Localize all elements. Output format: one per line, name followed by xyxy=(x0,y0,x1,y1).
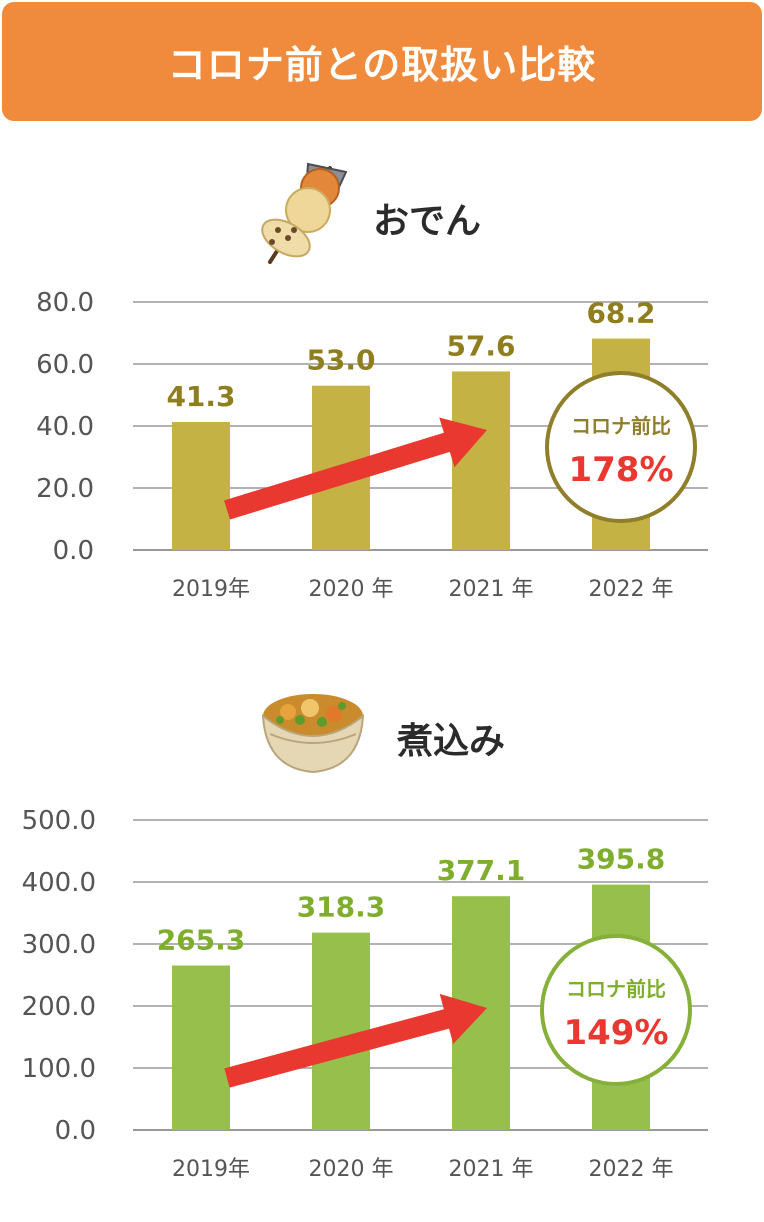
data-label: 57.6 xyxy=(446,329,515,362)
oden-skewer-icon xyxy=(250,158,360,268)
x-tick-label: 2019年 xyxy=(172,1157,250,1182)
x-tick-label: 2020 年 xyxy=(309,577,394,602)
data-label: 395.8 xyxy=(577,843,666,876)
comparison-badge: コロナ前比 178% xyxy=(545,371,697,523)
y-tick-label: 40.0 xyxy=(36,412,94,442)
badge-circle xyxy=(540,934,692,1086)
data-label: 68.2 xyxy=(586,297,655,330)
y-tick-label: 60.0 xyxy=(36,350,94,380)
oden-bar-chart: 0.0 20.0 40.0 60.0 80.0 41.3 2019年 53.0 2020 年 57… xyxy=(36,288,708,602)
nikomi-bowl-icon xyxy=(258,686,368,778)
x-tick-label: 2021 年 xyxy=(449,577,534,602)
x-tick-label: 2019年 xyxy=(172,577,250,602)
x-tick-label: 2022 年 xyxy=(589,1157,674,1182)
y-tick-label: 0.0 xyxy=(53,536,94,566)
bar xyxy=(172,421,230,550)
badge-label: コロナ前比 xyxy=(566,977,666,1001)
y-tick-label: 20.0 xyxy=(36,474,94,504)
comparison-badge: コロナ前比 149% xyxy=(540,934,692,1086)
x-tick-label: 2022 年 xyxy=(589,577,674,602)
nikomi-section-title: 煮込み xyxy=(397,721,506,762)
page-title: コロナ前との取扱い比較 xyxy=(167,43,597,87)
x-tick-label: 2020 年 xyxy=(309,1157,394,1182)
bar xyxy=(312,932,370,1130)
header-banner: コロナ前との取扱い比較 xyxy=(2,2,762,121)
badge-label: コロナ前比 xyxy=(571,414,671,438)
y-tick-label: 200.0 xyxy=(22,992,96,1022)
data-label: 265.3 xyxy=(157,924,246,957)
y-tick-label: 400.0 xyxy=(22,868,96,898)
nikomi-bar-chart: 0.0 100.0 200.0 300.0 400.0 500.0 265.3 2019年 31… xyxy=(22,806,708,1182)
y-tick-label: 80.0 xyxy=(36,288,94,318)
y-tick-label: 300.0 xyxy=(22,930,96,960)
x-tick-label: 2021 年 xyxy=(449,1157,534,1182)
data-label: 41.3 xyxy=(166,380,235,413)
y-tick-label: 100.0 xyxy=(22,1054,96,1084)
badge-value: 149% xyxy=(563,1013,668,1053)
data-label: 377.1 xyxy=(437,854,526,887)
bar xyxy=(452,371,510,550)
badge-value: 178% xyxy=(568,450,673,490)
y-tick-label: 0.0 xyxy=(55,1116,96,1146)
oden-section-title: おでん xyxy=(373,201,482,242)
trend-arrow xyxy=(224,993,487,1088)
bar xyxy=(172,965,230,1130)
trend-arrow xyxy=(224,417,487,520)
y-tick-label: 500.0 xyxy=(22,806,96,836)
data-label: 318.3 xyxy=(297,891,386,924)
badge-circle xyxy=(545,371,697,523)
data-label: 53.0 xyxy=(306,344,375,377)
